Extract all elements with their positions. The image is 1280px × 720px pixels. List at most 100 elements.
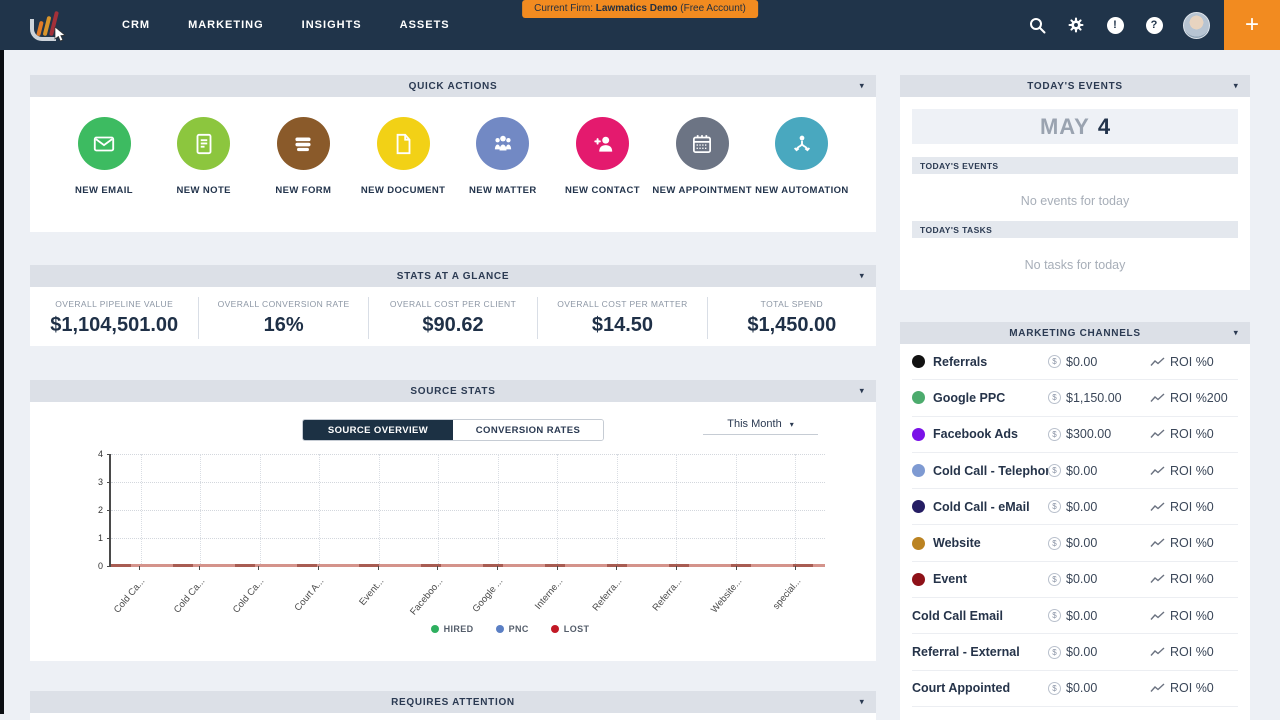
- nav-item-marketing[interactable]: MARKETING: [188, 19, 264, 31]
- dollar-icon: $: [1048, 500, 1061, 514]
- channel-color-dot: [912, 391, 925, 405]
- channel-color-dot: [912, 464, 925, 478]
- channel-row-cold-call-telephone[interactable]: Cold Call - Telephone $ $0.00 ROI %0: [912, 453, 1238, 490]
- tab-source-overview[interactable]: SOURCE OVERVIEW: [303, 420, 453, 440]
- chevron-down-icon: ▾: [789, 420, 794, 429]
- x-tick-label: Event...: [356, 576, 386, 608]
- lawmatics-logo[interactable]: [28, 7, 74, 43]
- legend-hired[interactable]: HIRED: [430, 624, 474, 634]
- channel-color-dot: [912, 500, 925, 514]
- help-icon[interactable]: ?: [1144, 15, 1164, 35]
- nav-item-crm[interactable]: CRM: [122, 19, 151, 31]
- requires-attention-panel: REQUIRES ATTENTION ▾: [30, 691, 876, 720]
- trend-icon: [1150, 574, 1165, 584]
- quick-action-new-note[interactable]: NEW NOTE: [158, 117, 250, 196]
- events-empty-state: No events for today: [1020, 194, 1130, 208]
- legend-pnc[interactable]: PNC: [495, 624, 529, 634]
- quick-actions-panel: QUICK ACTIONS ▾ NEW EMAIL NEW NOTE NEW F…: [30, 75, 876, 232]
- events-subheader: TODAY'S EVENTS: [912, 157, 1238, 174]
- chevron-down-icon[interactable]: ▾: [1233, 327, 1238, 338]
- channel-row-facebook-ads[interactable]: Facebook Ads $ $300.00 ROI %0: [912, 417, 1238, 453]
- user-avatar[interactable]: [1183, 11, 1210, 39]
- stat-conversion-rate: OVERALL CONVERSION RATE 16%: [199, 297, 369, 339]
- chevron-down-icon[interactable]: ▾: [859, 696, 864, 707]
- x-tick-label: Interne...: [532, 576, 565, 612]
- source-stats-header[interactable]: SOURCE STATS ▾: [30, 380, 876, 402]
- stat-pipeline-value: OVERALL PIPELINE VALUE $1,104,501.00: [30, 297, 200, 339]
- nav-item-insights[interactable]: INSIGHTS: [301, 19, 362, 31]
- trend-icon: [1150, 429, 1165, 439]
- trend-icon: [1150, 466, 1165, 475]
- channel-color-dot: [912, 536, 925, 550]
- trend-icon: [1150, 357, 1165, 366]
- search-icon[interactable]: [1027, 15, 1047, 35]
- quick-action-new-email[interactable]: NEW EMAIL: [58, 117, 150, 196]
- x-tick-label: Referra...: [590, 576, 625, 614]
- alerts-icon[interactable]: !: [1105, 15, 1125, 35]
- y-tick-label: 4: [97, 449, 103, 459]
- date-display: MAY 4: [912, 109, 1238, 144]
- period-dropdown[interactable]: This Month ▾: [703, 418, 818, 435]
- stat-total-spend: TOTAL SPEND $1,450.00: [747, 299, 837, 336]
- source-stats-chart: 4 3 2 1 0 Cold Ca... Cold Ca... Cold Ca.…: [85, 449, 825, 634]
- source-stats-panel: SOURCE STATS ▾ SOURCE OVERVIEW CONVERSIO…: [30, 380, 876, 661]
- trend-icon: [1150, 538, 1165, 548]
- x-tick-label: Referra...: [650, 576, 685, 614]
- requires-attention-header[interactable]: REQUIRES ATTENTION ▾: [30, 691, 876, 713]
- x-tick-label: Google ...: [470, 576, 506, 615]
- quick-action-new-appointment[interactable]: NEW APPOINTMENT: [652, 117, 752, 196]
- x-tick-label: Faceboo...: [408, 576, 446, 618]
- stats-header[interactable]: STATS AT A GLANCE ▾: [30, 265, 876, 287]
- gear-icon[interactable]: [1066, 15, 1086, 35]
- nav-item-assets[interactable]: ASSETS: [399, 19, 450, 31]
- chevron-down-icon[interactable]: ▾: [1233, 80, 1238, 91]
- dollar-icon: $: [1048, 609, 1061, 623]
- stats-panel: STATS AT A GLANCE ▾ OVERALL PIPELINE VAL…: [30, 265, 876, 346]
- todays-events-header[interactable]: TODAY'S EVENTS ▾: [900, 75, 1250, 97]
- logo-swoosh: [30, 19, 56, 41]
- channel-row-court-appointed[interactable]: Court Appointed $ $0.00 ROI %0: [912, 671, 1238, 707]
- x-tick-label: Cold Ca...: [231, 576, 267, 616]
- quick-actions-header[interactable]: QUICK ACTIONS ▾: [30, 75, 876, 97]
- channel-row-cold-call-email-2[interactable]: Cold Call Email $ $0.00 ROI %0: [912, 598, 1238, 635]
- quick-action-new-automation[interactable]: NEW AUTOMATION: [755, 117, 848, 196]
- mouse-cursor-icon: [54, 27, 66, 42]
- chevron-down-icon[interactable]: ▾: [859, 270, 864, 281]
- channel-row-google-ppc[interactable]: Google PPC $ $1,150.00 ROI %200: [912, 380, 1238, 417]
- channel-row-referral-external[interactable]: Referral - External $ $0.00 ROI %0: [912, 634, 1238, 671]
- trend-icon: [1150, 611, 1165, 620]
- channel-row-event[interactable]: Event $ $0.00 ROI %0: [912, 562, 1238, 599]
- y-tick-label: 0: [97, 561, 103, 571]
- marketing-channels-header[interactable]: MARKETING CHANNELS ▾: [900, 322, 1250, 344]
- current-firm-badge[interactable]: Current Firm: Lawmatics Demo (Free Accou…: [522, 0, 758, 18]
- channel-row-website[interactable]: Website $ $0.00 ROI %0: [912, 525, 1238, 562]
- tab-conversion-rates[interactable]: CONVERSION RATES: [453, 420, 603, 440]
- marketing-channels-panel: MARKETING CHANNELS ▾ Referrals $ $0.00 RO…: [900, 322, 1250, 720]
- channel-color-dot: [912, 355, 925, 369]
- quick-action-new-form[interactable]: NEW FORM: [257, 117, 349, 196]
- quick-action-new-document[interactable]: NEW DOCUMENT: [357, 117, 449, 196]
- channel-row-cold-call-email[interactable]: Cold Call - eMail $ $0.00 ROI %0: [912, 489, 1238, 526]
- nav-utilities: ! ?: [1027, 0, 1210, 50]
- x-tick-label: special...: [771, 576, 804, 612]
- x-axis-labels: Cold Ca... Cold Ca... Cold Ca... Court A…: [109, 566, 825, 618]
- dollar-icon: $: [1048, 355, 1061, 369]
- trend-icon: [1150, 393, 1165, 402]
- tasks-empty-state: No tasks for today: [1024, 258, 1126, 272]
- todays-events-panel: TODAY'S EVENTS ▾ MAY 4 TODAY'S EVENTS No…: [900, 75, 1250, 290]
- chevron-down-icon[interactable]: ▾: [859, 385, 864, 396]
- x-tick-label: Court A...: [292, 576, 327, 614]
- left-edge-strip: [0, 50, 4, 714]
- chart-legend: HIRED PNC LOST: [140, 624, 880, 634]
- chevron-down-icon[interactable]: ▾: [859, 80, 864, 91]
- quick-action-new-matter[interactable]: NEW MATTER: [457, 117, 549, 196]
- dollar-icon: $: [1048, 536, 1061, 550]
- matter-icon: [476, 117, 530, 170]
- quick-action-new-contact[interactable]: NEW CONTACT: [557, 117, 649, 196]
- legend-lost[interactable]: LOST: [550, 624, 590, 634]
- global-add-button[interactable]: +: [1224, 0, 1280, 50]
- quick-actions-body: NEW EMAIL NEW NOTE NEW FORM NEW DOCUMENT…: [30, 97, 876, 196]
- dollar-icon: $: [1048, 391, 1061, 405]
- stat-cost-per-client: OVERALL COST PER CLIENT $90.62: [369, 297, 539, 339]
- channel-row-referrals[interactable]: Referrals $ $0.00 ROI %0: [912, 344, 1238, 381]
